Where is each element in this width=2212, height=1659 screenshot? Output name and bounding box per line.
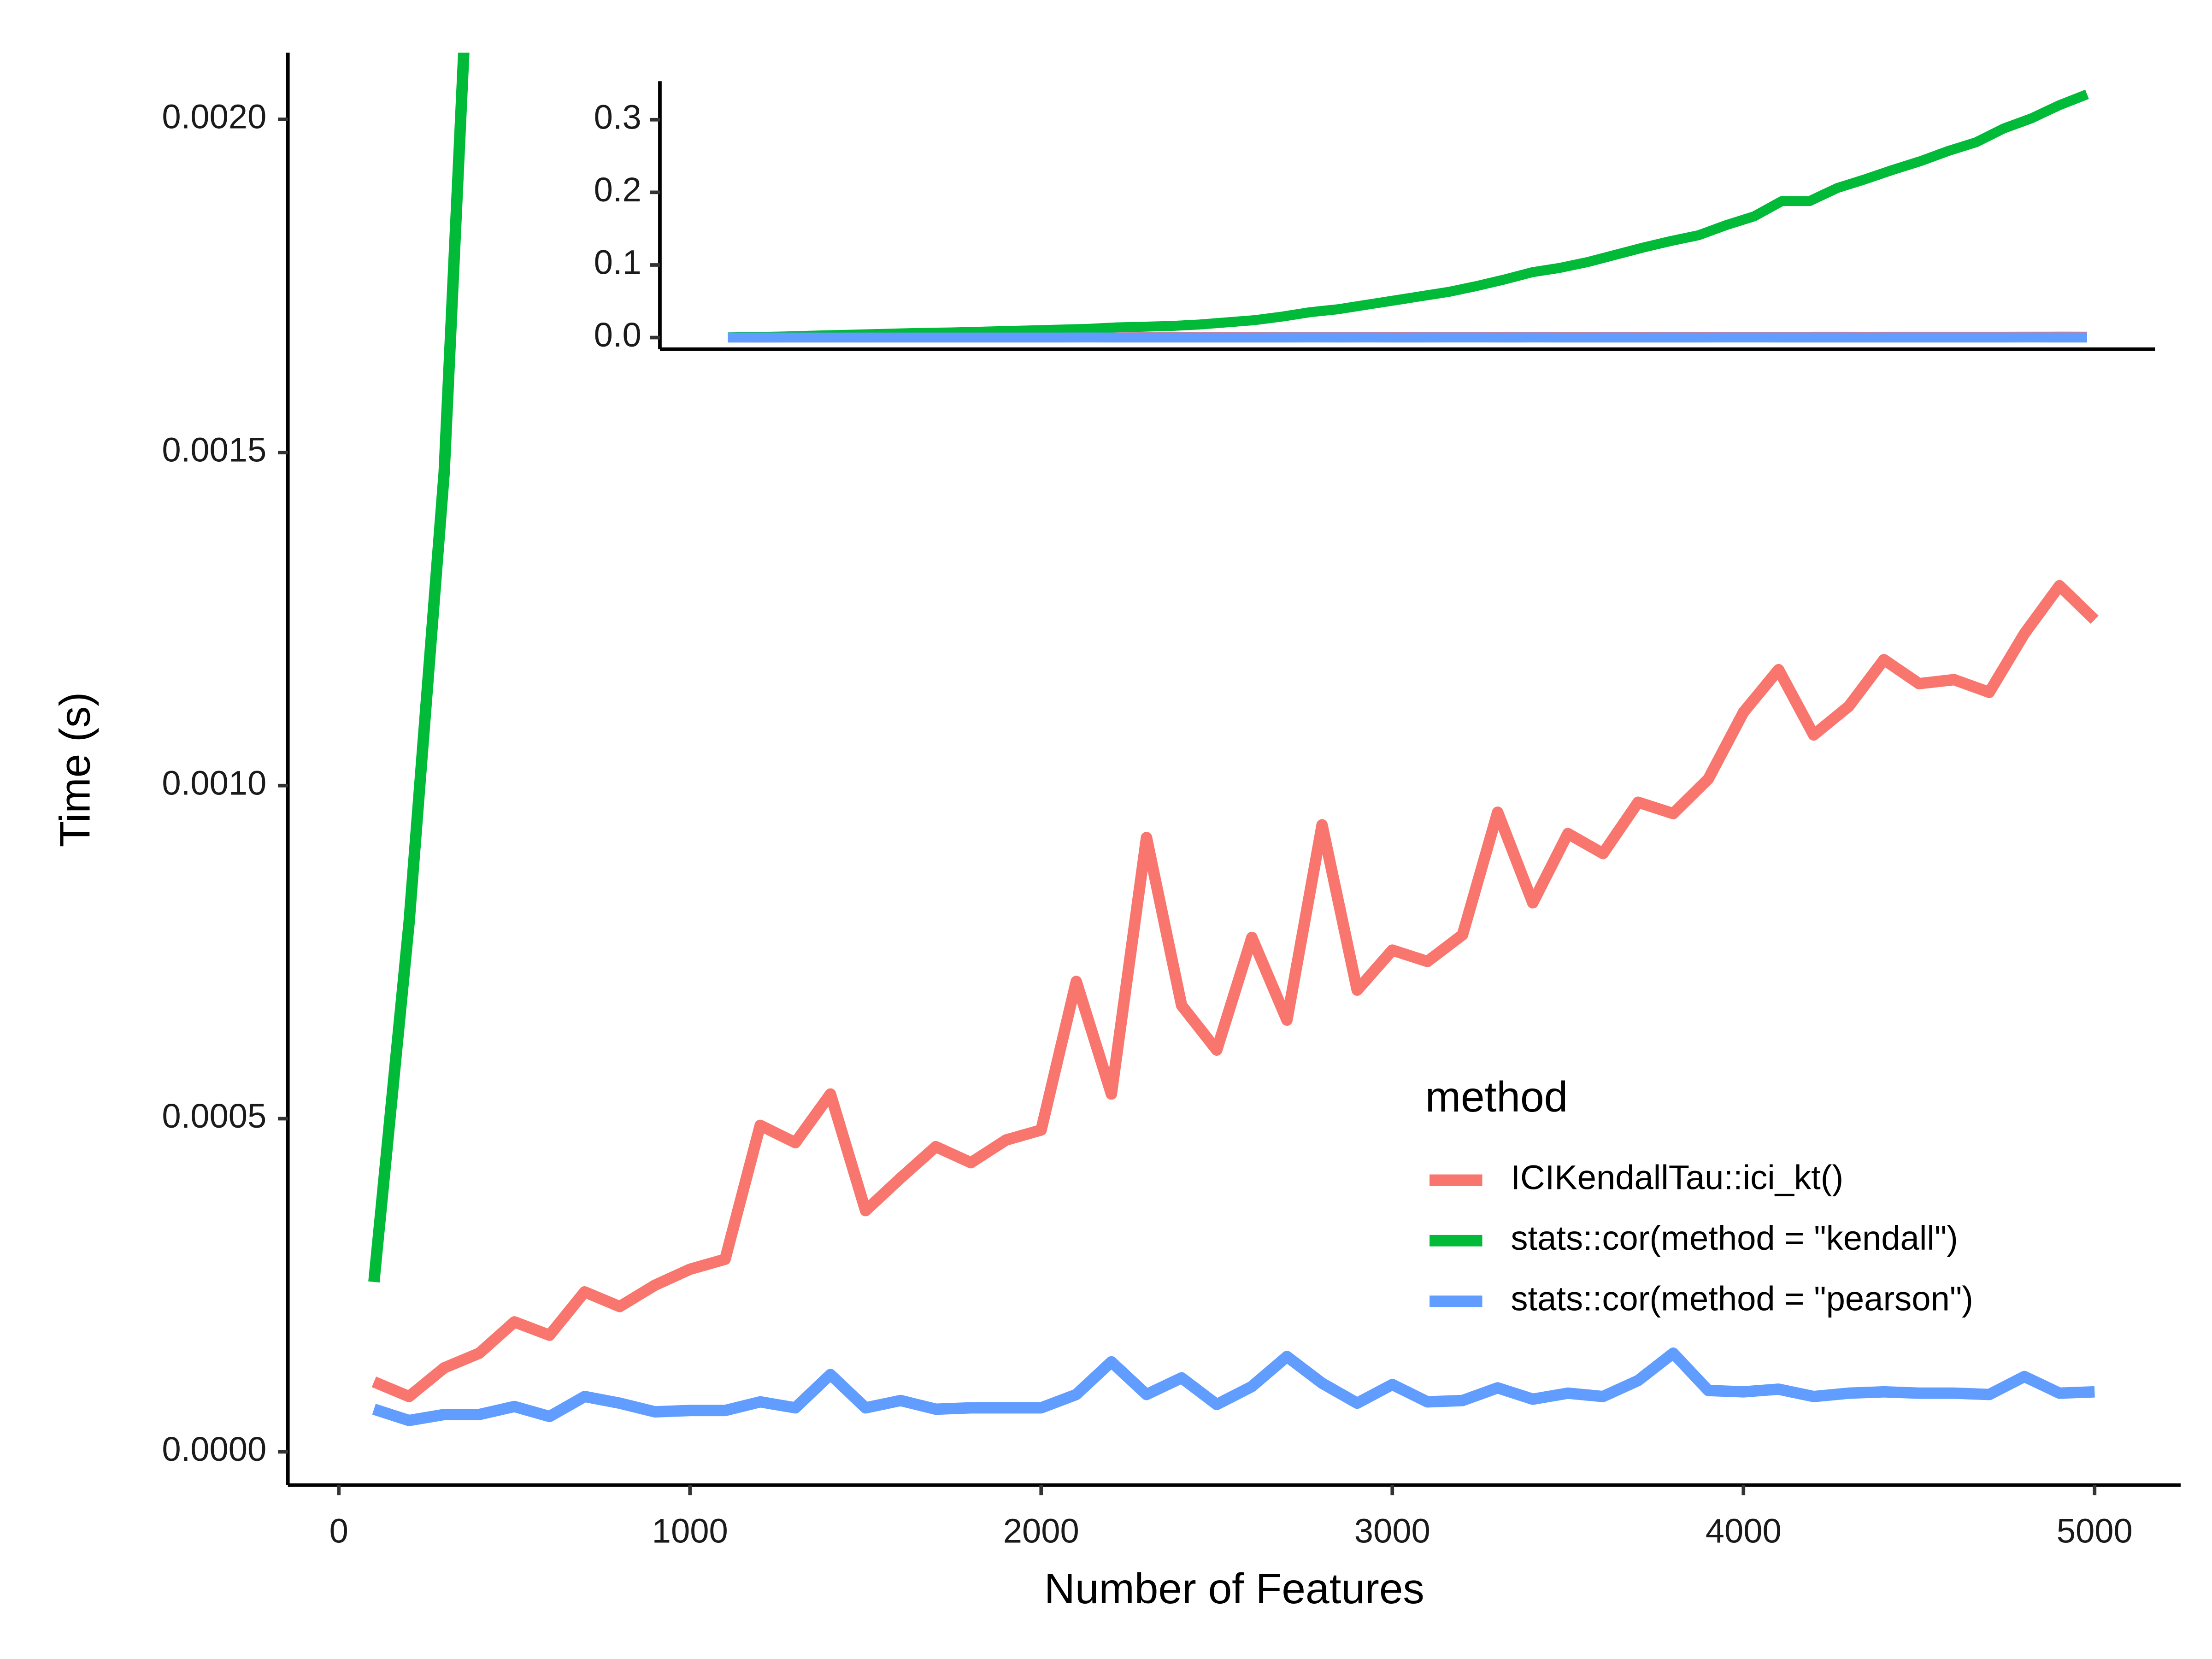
y-tick-label: 0.0020 xyxy=(162,98,266,136)
legend-label: stats::cor(method = "kendall") xyxy=(1511,1219,1958,1257)
series-line xyxy=(728,89,2089,342)
x-tick-label: 2000 xyxy=(1003,1512,1079,1550)
y-tick-label: 0.1 xyxy=(594,243,641,282)
y-axis-title: Time (s) xyxy=(51,692,99,847)
y-tick-label: 0.0000 xyxy=(162,1430,266,1468)
x-tick-label: 3000 xyxy=(1354,1512,1430,1550)
legend-title: method xyxy=(1425,1073,1568,1121)
x-tick-label: 4000 xyxy=(1706,1512,1782,1550)
x-tick-label: 5000 xyxy=(2057,1512,2133,1550)
legend-label: ICIKendallTau::ici_kt() xyxy=(1511,1158,1843,1196)
y-tick-label: 0.3 xyxy=(594,98,641,136)
x-axis-title: Number of Features xyxy=(1044,1565,1424,1612)
x-tick-label: 1000 xyxy=(652,1512,728,1550)
x-tick-label: 0 xyxy=(329,1512,348,1550)
main-plot xyxy=(371,0,2099,1426)
series-line xyxy=(372,1347,2095,1426)
y-tick-label: 0.2 xyxy=(594,171,641,209)
axes: 0.0000 0.0005 0.0010 0.0015 0.0020 0 1000 2000 3… xyxy=(162,53,2181,1550)
legend-label: stats::cor(method = "pearson") xyxy=(1511,1279,1973,1318)
series-line xyxy=(371,580,2099,1402)
y-tick-label: 0.0015 xyxy=(162,430,266,469)
y-tick-label: 0.0 xyxy=(594,316,641,354)
y-tick-label: 0.0010 xyxy=(162,764,266,802)
y-tick-label: 0.0005 xyxy=(162,1097,266,1135)
inset-plot xyxy=(728,89,2089,343)
